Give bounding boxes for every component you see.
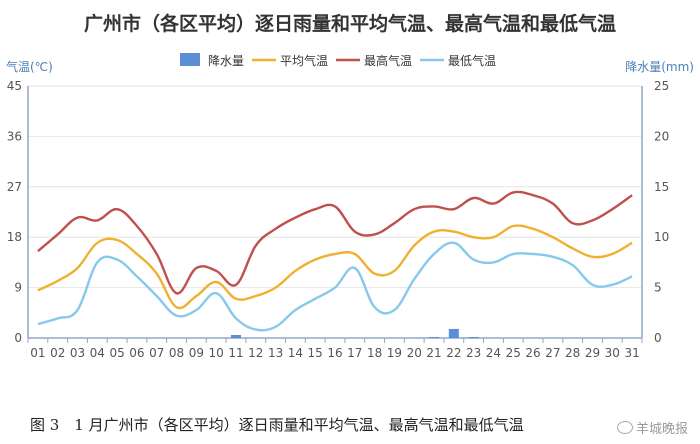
x-tick-label: 11 bbox=[228, 346, 243, 360]
y-right-tick-label: 0 bbox=[654, 331, 662, 345]
watermark: 羊城晚报 bbox=[616, 418, 688, 437]
rain-bar bbox=[448, 328, 459, 338]
weibo-icon bbox=[616, 421, 633, 434]
x-tick-label: 08 bbox=[169, 346, 184, 360]
series-line-3 bbox=[37, 241, 633, 332]
y-left-axis-label: 气温(℃) bbox=[6, 59, 53, 74]
x-tick-label: 26 bbox=[525, 346, 540, 360]
series-line-1 bbox=[37, 224, 633, 310]
x-tick-label: 03 bbox=[70, 346, 85, 360]
x-tick-label: 27 bbox=[545, 346, 560, 360]
x-tick-label: 21 bbox=[426, 346, 441, 360]
x-tick-label: 30 bbox=[605, 346, 620, 360]
temperature-lines bbox=[37, 190, 633, 332]
x-tick-label: 20 bbox=[407, 346, 422, 360]
x-tick-label: 06 bbox=[129, 346, 144, 360]
x-tick-label: 25 bbox=[506, 346, 521, 360]
chart-title: 广州市（各区平均）逐日雨量和平均气温、最高气温和最低气温 bbox=[84, 12, 616, 35]
x-tick-label: 04 bbox=[90, 346, 105, 360]
legend-label: 平均气温 bbox=[280, 53, 328, 68]
legend-label: 最低气温 bbox=[448, 53, 496, 68]
legend-label: 降水量 bbox=[208, 54, 244, 68]
rain-bars bbox=[230, 328, 479, 338]
y-left-tick-label: 36 bbox=[7, 129, 22, 143]
x-tick-label: 16 bbox=[327, 346, 342, 360]
x-tick-label: 28 bbox=[565, 346, 580, 360]
rain-bar bbox=[230, 334, 241, 338]
series-line-2 bbox=[37, 190, 633, 295]
axes bbox=[27, 86, 643, 343]
x-tick-label: 31 bbox=[624, 346, 639, 360]
y-right-tick-label: 25 bbox=[654, 79, 669, 93]
x-tick-label: 15 bbox=[308, 346, 323, 360]
x-tick-label: 17 bbox=[347, 346, 362, 360]
figure-caption: 图 3 1 月广州市（各区平均）逐日雨量和平均气温、最高气温和最低气温 bbox=[30, 416, 524, 434]
x-tick-label: 09 bbox=[189, 346, 204, 360]
chart-svg: 广州市（各区平均）逐日雨量和平均气温、最高气温和最低气温 气温(℃) 降水量(m… bbox=[6, 12, 694, 360]
y-right-axis-label: 降水量(mm) bbox=[625, 60, 694, 74]
grid bbox=[28, 85, 642, 339]
y-right-tick-label: 5 bbox=[654, 281, 662, 295]
x-tick-label: 07 bbox=[149, 346, 164, 360]
y-right-tick-label: 10 bbox=[654, 230, 669, 244]
x-tick-label: 24 bbox=[486, 346, 501, 360]
y-left-tick-label: 27 bbox=[7, 180, 22, 194]
x-tick-label: 19 bbox=[387, 346, 402, 360]
y-right-tick-label: 15 bbox=[654, 180, 669, 194]
y-right-tick-label: 20 bbox=[654, 129, 669, 143]
y-left-tick-label: 0 bbox=[14, 331, 22, 345]
rain-bar bbox=[429, 336, 440, 338]
x-tick-label: 13 bbox=[268, 346, 283, 360]
x-tick-label: 05 bbox=[109, 346, 124, 360]
x-tick-label: 18 bbox=[367, 346, 382, 360]
y-left-tick-label: 9 bbox=[14, 281, 22, 295]
watermark-text: 羊城晚报 bbox=[635, 422, 688, 437]
legend: 降水量 平均气温 最高气温 最低气温 bbox=[180, 53, 496, 68]
x-tick-label: 22 bbox=[446, 346, 461, 360]
legend-label: 最高气温 bbox=[364, 53, 412, 68]
x-tick-label: 14 bbox=[288, 346, 303, 360]
x-tick-label: 29 bbox=[585, 346, 600, 360]
x-tick-label: 23 bbox=[466, 346, 481, 360]
x-tick-label: 01 bbox=[30, 346, 45, 360]
x-tick-label: 02 bbox=[50, 346, 65, 360]
y-left-tick-label: 45 bbox=[7, 79, 22, 93]
legend-swatch-bar bbox=[180, 53, 200, 66]
x-tick-label: 10 bbox=[209, 346, 224, 360]
y-left-tick-label: 18 bbox=[7, 230, 22, 244]
rain-bar bbox=[468, 336, 479, 338]
x-tick-label: 12 bbox=[248, 346, 263, 360]
